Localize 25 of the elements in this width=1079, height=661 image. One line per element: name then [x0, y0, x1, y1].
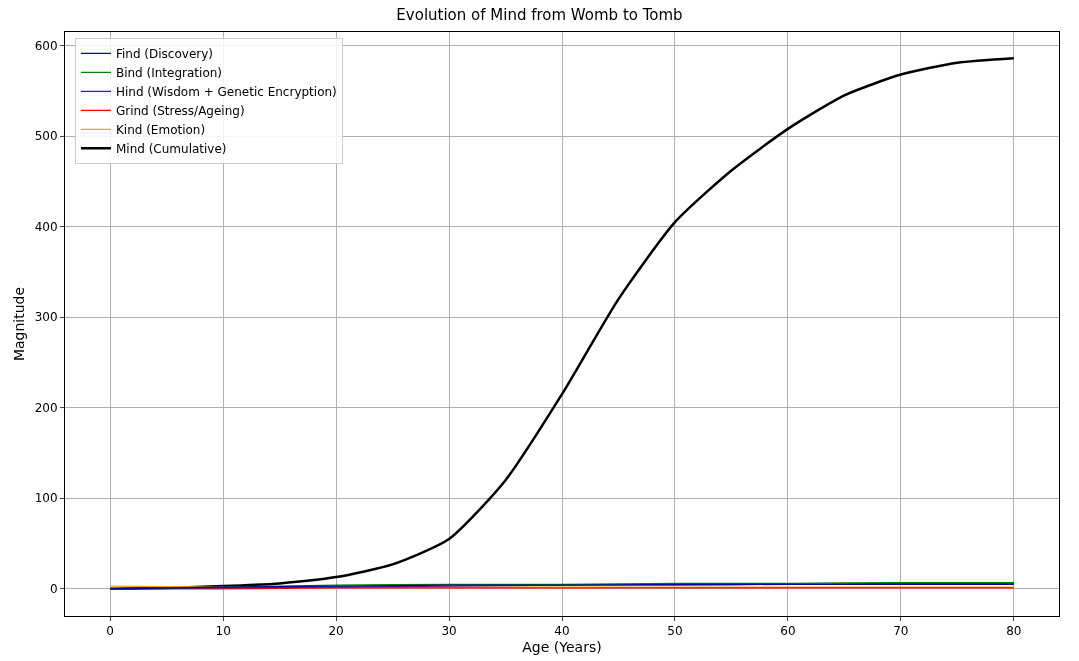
- x-tick-label: 10: [215, 624, 231, 639]
- y-tick-label: 0: [49, 582, 58, 597]
- x-tick-label: 0: [106, 624, 114, 639]
- y-tick-label: 500: [34, 129, 58, 144]
- chart-title: Evolution of Mind from Womb to Tomb: [396, 6, 683, 25]
- legend-label: Mind (Cumulative): [115, 142, 227, 157]
- y-tick-label: 300: [34, 310, 58, 325]
- x-tick-label: 40: [554, 624, 570, 639]
- y-tick-label: 200: [34, 400, 58, 415]
- legend-label: Kind (Emotion): [115, 123, 206, 138]
- x-tick-label: 60: [780, 624, 796, 639]
- x-axis-title: Age (Years): [522, 638, 602, 655]
- legend-label: Bind (Integration): [115, 66, 223, 81]
- x-tick-label: 30: [441, 624, 457, 639]
- y-tick-label: 100: [34, 491, 58, 506]
- legend-label: Hind (Wisdom + Genetic Encryption): [115, 85, 337, 100]
- y-axis-title: Magnitude: [11, 286, 28, 362]
- x-tick-label: 50: [667, 624, 683, 639]
- x-tick-label: 80: [1006, 624, 1022, 639]
- legend-label: Grind (Stress/Ageing): [115, 104, 245, 119]
- y-tick-label: 600: [34, 38, 58, 53]
- y-tick-label: 400: [34, 219, 58, 234]
- x-tick-label: 20: [328, 624, 344, 639]
- x-tick-label: 70: [893, 624, 909, 639]
- legend-label: Find (Discovery): [115, 47, 213, 62]
